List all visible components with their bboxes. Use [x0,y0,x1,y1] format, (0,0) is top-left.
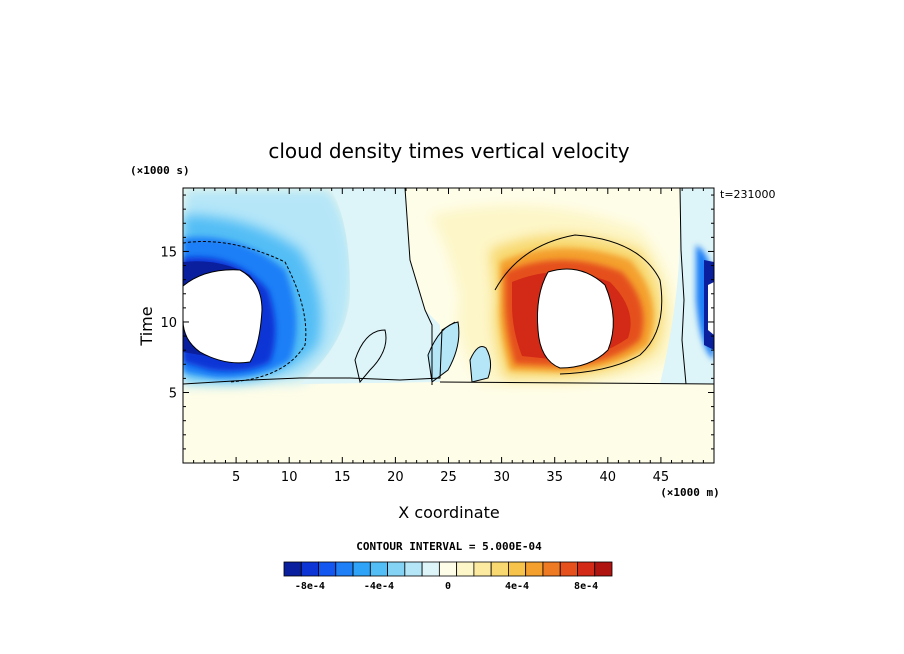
colorbar-tick-label: 0 [445,581,451,592]
y-tick-label: 5 [169,386,177,401]
colorbar-swatch [369,561,388,577]
y-unit-label: (×1000 s) [130,164,190,177]
colorbar-swatch [559,561,578,577]
colorbar-tick-label: -4e-4 [364,581,394,592]
x-tick-label: 5 [232,470,240,485]
x-tick-label: 35 [546,470,563,485]
colorbar-swatch [438,561,458,577]
cell-18 [354,329,387,384]
colorbar-swatch [300,561,319,577]
x-tick-label: 15 [334,470,351,485]
colorbar-swatch [404,561,423,577]
void-left [183,269,262,363]
plot-area [183,188,714,463]
colorbar-swatch [508,561,527,577]
x-unit-label: (×1000 m) [660,486,720,499]
cell-25 [427,321,460,383]
colorbar-tick-label: 4e-4 [505,581,529,592]
time-stamp: t=231000 [720,188,776,201]
colorbar-swatch [335,561,354,577]
y-tick-label: 10 [160,316,177,331]
colorbar-swatch [283,561,302,577]
x-tick-label: 40 [600,470,617,485]
cell-28 [469,346,492,383]
colorbar-swatch [525,561,544,577]
colorbar-swatch [456,561,475,577]
colorbar-swatch [490,561,509,577]
plot-axes: 5 10 15 20 25 30 35 40 45 5 10 15 [160,187,715,485]
colorbar-swatch [594,561,613,577]
colorbar-swatch [421,561,440,577]
void-right [708,282,714,335]
x-tick-label: 30 [493,470,510,485]
colorbar-swatch [577,561,596,577]
colorbar-swatch [318,561,337,577]
colorbar-swatch [352,561,371,577]
colorbar-swatch [387,561,406,577]
colorbar-swatch [473,561,492,577]
colorbar-swatch [542,561,561,577]
contour-lines [183,188,714,385]
y-axis-title: Time [137,306,156,346]
void-center [537,268,614,368]
x-tick-label: 25 [440,470,457,485]
colorbar-tick-label: 8e-4 [574,581,598,592]
negative-field-right [660,188,714,384]
colorbar-tick-label: -8e-4 [295,581,325,592]
x-axis-title: X coordinate [398,503,499,522]
y-tick-label: 15 [160,245,177,260]
x-tick-label: 45 [653,470,670,485]
contour-interval-label: CONTOUR INTERVAL = 5.000E-04 [356,540,542,553]
colorbar: -8e-4 -4e-4 0 4e-4 8e-4 [283,561,613,592]
chart-title: cloud density times vertical velocity [268,139,629,163]
x-tick-label: 10 [281,470,298,485]
x-tick-label: 20 [387,470,404,485]
